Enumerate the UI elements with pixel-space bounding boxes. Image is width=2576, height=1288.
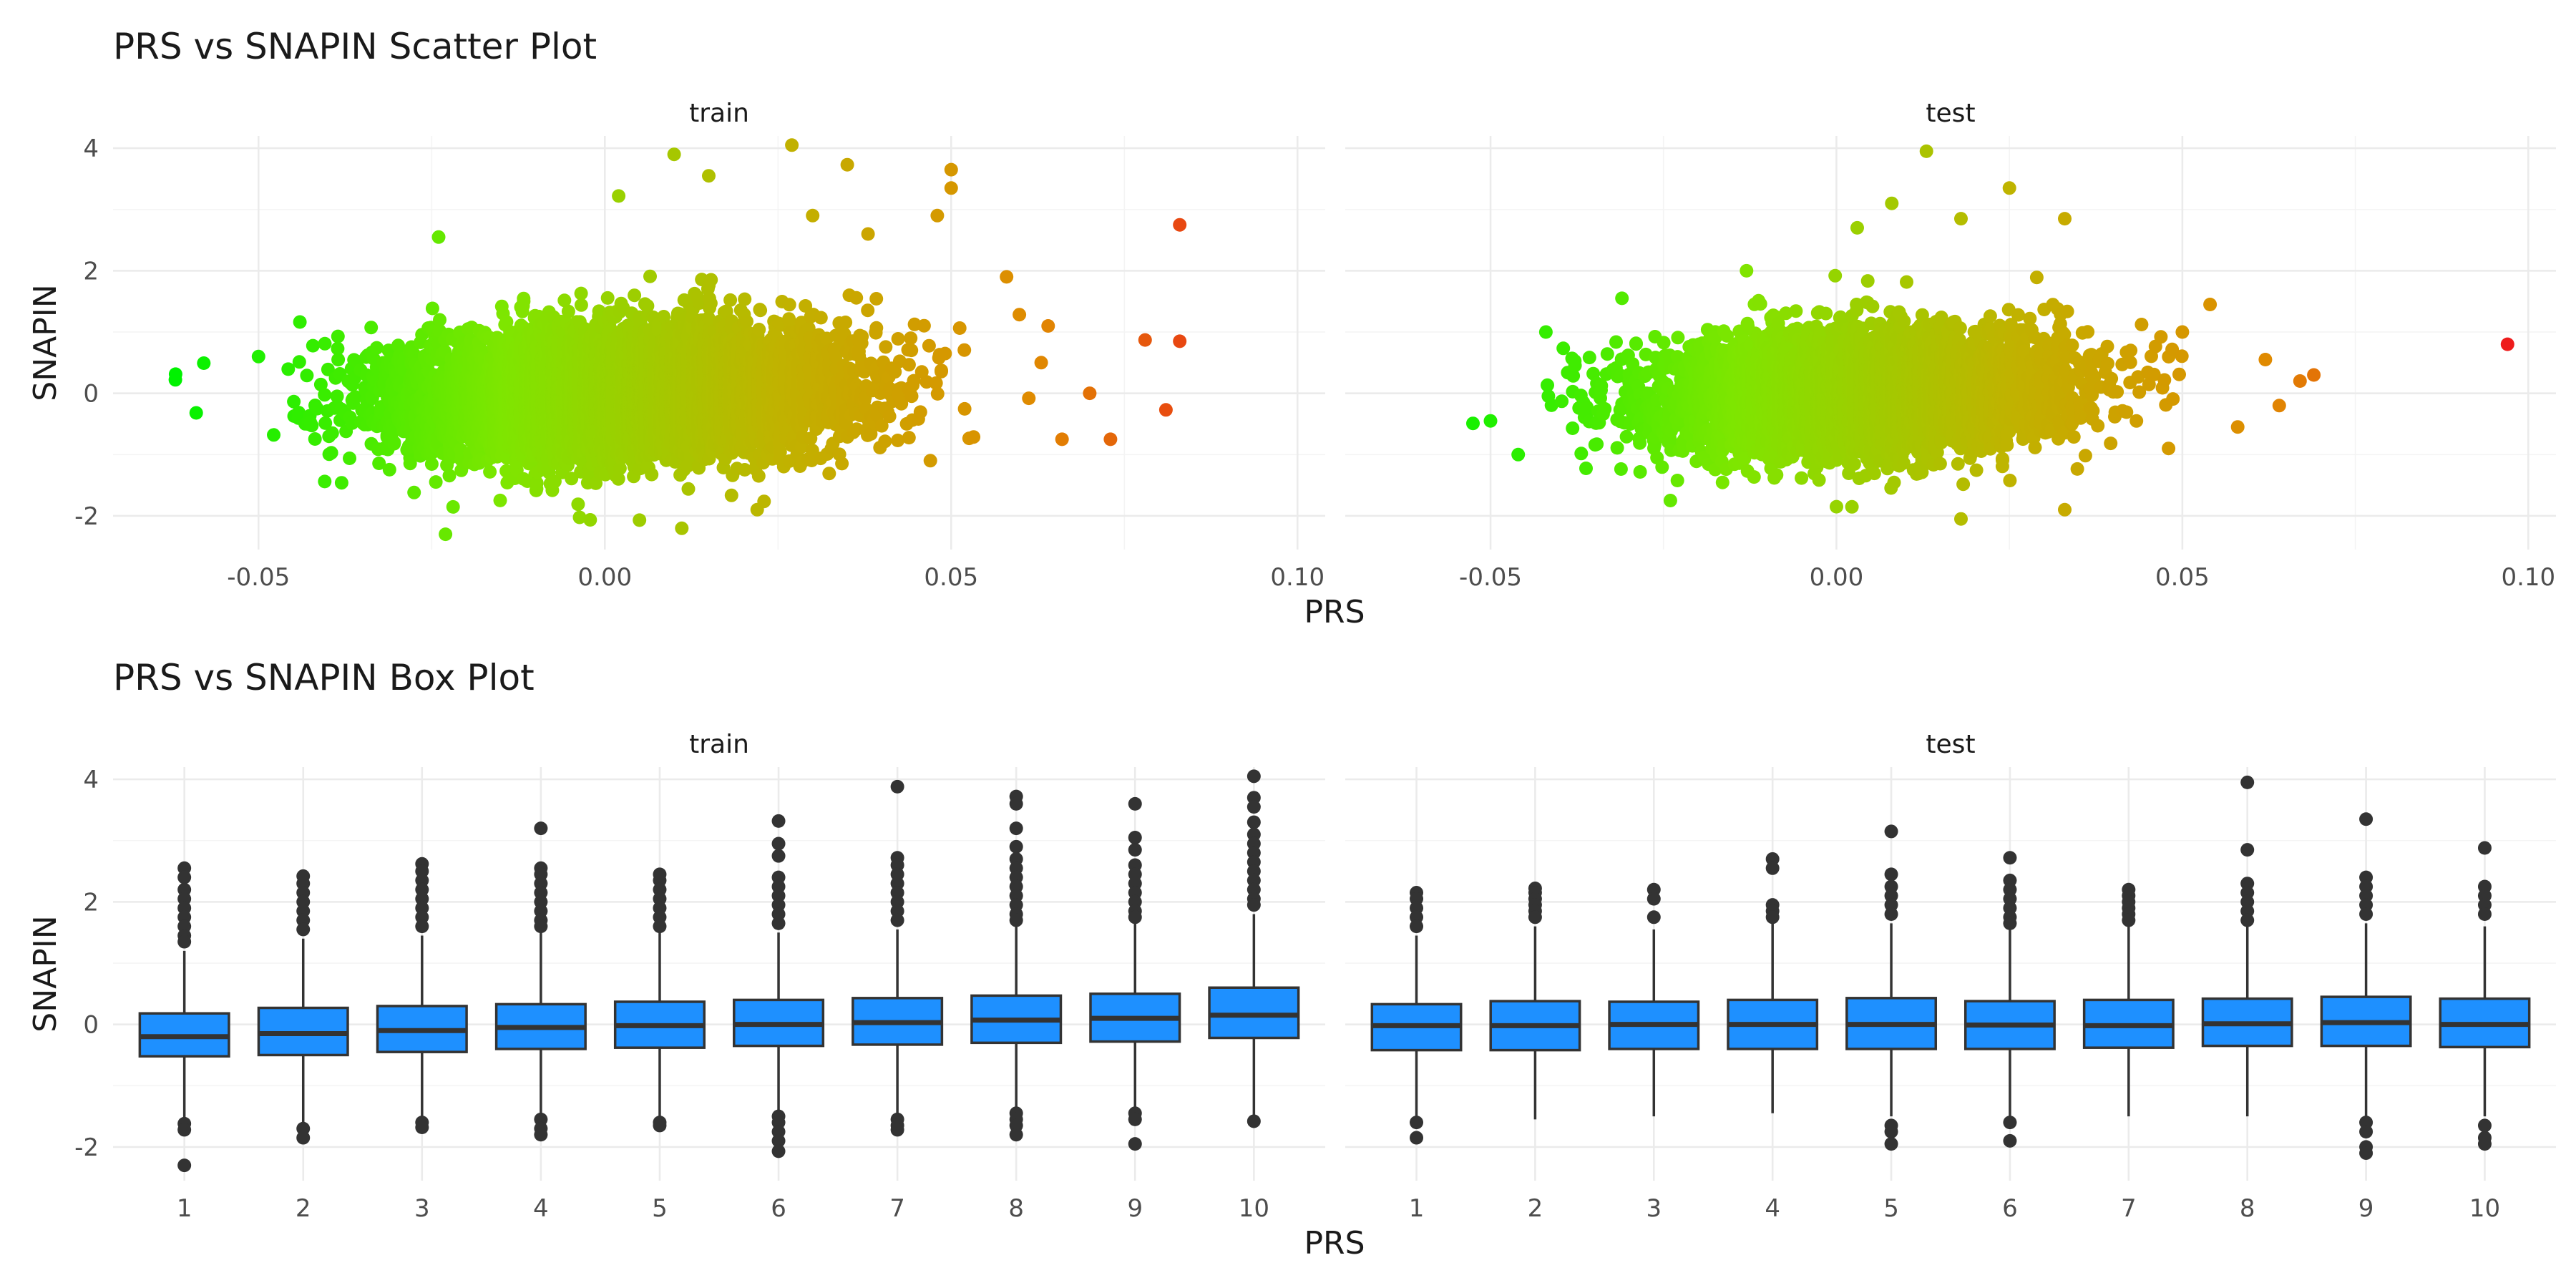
scatter-point — [407, 485, 421, 499]
scatter-point — [334, 476, 348, 490]
y-tick-label: -2 — [74, 502, 99, 531]
scatter-point — [372, 457, 386, 470]
scatter-point — [433, 313, 447, 327]
scatter-point — [574, 298, 588, 312]
scatter-point — [189, 406, 203, 420]
scatter-point — [331, 353, 346, 367]
scatter-point — [331, 341, 345, 356]
scatter-point — [403, 457, 417, 471]
scatter-point — [442, 469, 457, 483]
scatter-point — [318, 336, 332, 351]
scatter-point — [387, 435, 401, 449]
scatter-points — [168, 138, 1187, 542]
scatter-point — [287, 394, 301, 409]
scatter-point — [583, 513, 597, 527]
scatter-point — [382, 462, 396, 477]
scatter-point — [292, 355, 306, 369]
scatter-point — [370, 341, 384, 355]
x-tick-label: 0.05 — [924, 563, 978, 592]
facet-label: train — [689, 99, 749, 128]
box-plot-title: PRS vs SNAPIN Box Plot — [113, 657, 535, 698]
scatter-point — [251, 349, 265, 364]
scatter-point — [267, 428, 280, 442]
scatter-point — [313, 377, 328, 391]
y-tick-label: 0 — [83, 380, 99, 409]
scatter-point — [318, 416, 333, 430]
scatter-point — [483, 464, 497, 479]
scatter-point — [306, 338, 320, 353]
scatter-point — [612, 189, 626, 203]
scatter-point — [439, 527, 453, 542]
scatter-point — [348, 390, 363, 404]
scatter-facet-train: train -0.05 0.00 0.05 0.10 -2 0 2 4 — [74, 99, 1325, 592]
scatter-point — [168, 367, 182, 381]
scatter-point — [308, 432, 322, 446]
scatter-point — [493, 493, 507, 507]
scatter-point — [574, 286, 588, 301]
scatter-point — [517, 294, 531, 308]
scatter-point — [425, 301, 439, 316]
x-tick-label: 0.10 — [1270, 563, 1324, 592]
scatter-point — [281, 362, 296, 376]
scatter-point — [293, 315, 307, 329]
scatter-point — [343, 452, 356, 465]
scatter-point — [364, 321, 379, 335]
scatter-point — [305, 419, 319, 433]
scatter-point — [310, 401, 324, 416]
scatter-point — [600, 291, 615, 305]
scatter-point — [325, 426, 339, 440]
scatter-point — [197, 356, 211, 370]
scatter-point — [300, 369, 314, 383]
scatter-point — [292, 406, 306, 420]
scatter-point — [446, 499, 460, 514]
scatter-point — [429, 475, 443, 489]
scatter-point — [318, 388, 332, 402]
scatter-point — [431, 230, 446, 244]
scatter-point — [331, 329, 345, 343]
x-tick-label: 0.00 — [577, 563, 632, 592]
y-tick-label: 4 — [83, 135, 99, 163]
scatter-plot-title: PRS vs SNAPIN Scatter Plot — [113, 26, 597, 67]
x-tick-label: -0.05 — [227, 563, 290, 592]
y-tick-label: 2 — [83, 257, 99, 286]
scatter-point — [571, 497, 585, 512]
scatter-point — [330, 389, 344, 404]
scatter-point — [324, 446, 338, 460]
scatter-point — [318, 474, 332, 489]
scatter-point — [424, 457, 439, 471]
